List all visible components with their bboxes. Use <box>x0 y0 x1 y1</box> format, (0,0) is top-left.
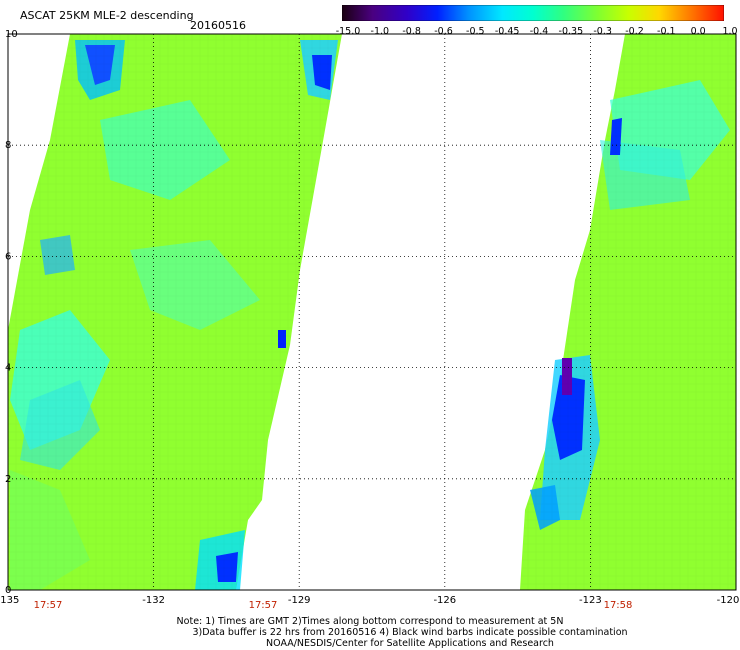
x-tick-label: -126 <box>433 595 456 606</box>
footnote-credit: NOAA/NESDIS/Center for Satellite Applica… <box>266 638 554 649</box>
colorbar-tick-label: -0.6 <box>434 26 453 37</box>
y-tick-label: 6 <box>5 251 11 262</box>
colorbar-tick-label: -0.5 <box>466 26 485 37</box>
time-label: 17:58 <box>604 600 633 611</box>
colorbar-tick-label: -15.0 <box>335 26 361 37</box>
x-tick-label: -123 <box>579 595 602 606</box>
time-labels: 17:57 17:57 17:58 <box>34 600 633 611</box>
x-tick-label: -120 <box>717 595 740 606</box>
colorbar-tick-label: -0.35 <box>558 26 584 37</box>
x-tick-label: -135 <box>0 595 19 606</box>
y-tick-label: 4 <box>5 363 11 374</box>
colorbar-tick-label: 0.0 <box>690 26 706 37</box>
x-tick-label: -129 <box>288 595 311 606</box>
colorbar-tick-label: -0.1 <box>657 26 676 37</box>
colorbar-tick-label: -1.0 <box>370 26 390 37</box>
east-swath <box>520 34 736 590</box>
colorbar-tick-label: -0.45 <box>494 26 520 37</box>
footnote-line-1: Note: 1) Times are GMT 2)Times along bot… <box>176 616 564 627</box>
colorbar-tick-label: -0.2 <box>625 26 644 37</box>
y-tick-label: 2 <box>5 474 11 485</box>
x-tick-label: -132 <box>142 595 165 606</box>
map-date: 20160516 <box>190 19 246 32</box>
colorbar-tick-label: -0.3 <box>593 26 612 37</box>
time-label: 17:57 <box>249 600 278 611</box>
plot-frame <box>7 33 737 591</box>
map-title: ASCAT 25KM MLE-2 descending <box>20 9 194 22</box>
footnote-line-2: 3)Data buffer is 22 hrs from 20160516 4)… <box>192 627 628 638</box>
west-swath <box>8 34 342 590</box>
colorbar-tick-label: -0.8 <box>402 26 421 37</box>
y-tick-label: 0 <box>5 585 11 596</box>
time-label: 17:57 <box>34 600 63 611</box>
y-tick-label: 8 <box>5 140 11 151</box>
colorbar-tick-label: 1.0 <box>722 26 738 37</box>
y-tick-label: 10 <box>5 29 18 40</box>
colorbar-tick-labels: -15.0 -1.0 -0.8 -0.6 -0.5 -0.45 -0.4 -0.35 -0.3 -… <box>335 26 738 38</box>
gridlines <box>8 34 736 590</box>
colorbar <box>342 5 724 21</box>
colorbar-tick-label: -0.4 <box>529 26 549 37</box>
y-tick-labels: 0 2 4 6 8 10 <box>5 29 18 596</box>
x-tick-labels: -135 -132 -129 -126 -123 -120 <box>0 595 739 606</box>
